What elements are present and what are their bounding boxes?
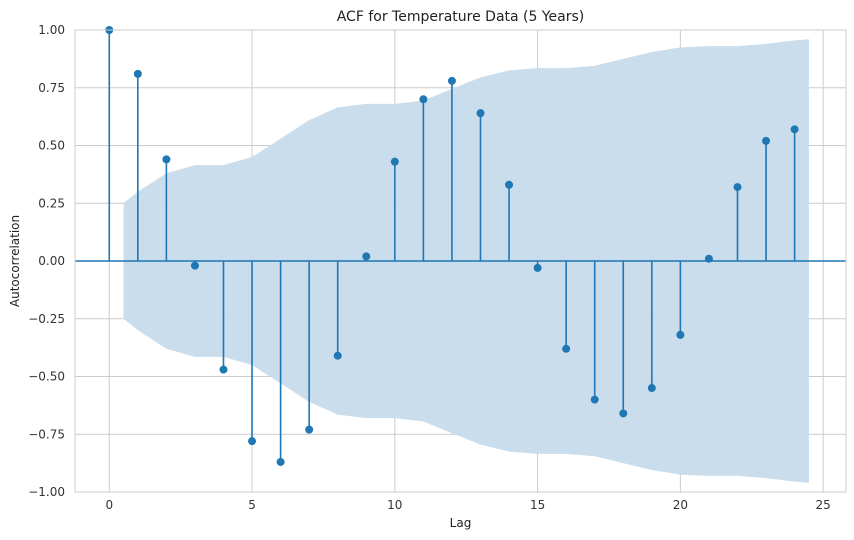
acf-point [219,365,228,374]
y-tick-label: −0.75 [28,427,65,441]
y-tick-label: −0.50 [28,370,65,384]
x-tick-labels: 0 5 10 15 20 25 [105,498,830,512]
acf-point [733,183,742,192]
acf-point [619,409,628,418]
y-tick-label: 0.75 [38,81,65,95]
x-axis-label: Lag [450,516,472,530]
acf-point [362,252,371,261]
y-tick-label: −0.25 [28,312,65,326]
acf-point [762,136,771,145]
acf-point [476,109,485,118]
x-tick-label: 15 [530,498,545,512]
acf-point [676,330,685,339]
acf-point [704,254,713,263]
acf-point [333,351,342,360]
y-tick-label: 1.00 [38,23,65,37]
acf-point [305,425,314,434]
y-tick-label: 0.25 [38,196,65,210]
y-axis-label: Autocorrelation [8,215,22,307]
y-tick-labels: −1.00 −0.75 −0.50 −0.25 0.00 0.25 0.50 0.75 1.00 [28,23,65,499]
acf-point [790,125,799,134]
acf-point [248,437,257,446]
acf-point [562,344,571,353]
acf-point [533,263,542,272]
acf-point [390,157,399,166]
acf-point [190,261,199,270]
acf-point [133,69,142,78]
acf-stems [105,26,799,466]
y-tick-label: −1.00 [28,485,65,499]
plot-frame [74,29,847,493]
y-tick-label: 0.00 [38,254,65,268]
acf-point [419,95,428,104]
y-tick-label: 0.50 [38,139,65,153]
acf-point [505,180,514,189]
acf-point [162,155,171,164]
x-tick-label: 20 [673,498,688,512]
acf-point [647,384,656,393]
acf-point [276,457,285,466]
x-tick-label: 25 [816,498,831,512]
x-tick-label: 0 [105,498,113,512]
acf-point [590,395,599,404]
chart-title: ACF for Temperature Data (5 Years) [337,9,585,25]
x-tick-label: 10 [387,498,402,512]
acf-point [447,76,456,85]
x-tick-label: 5 [248,498,256,512]
